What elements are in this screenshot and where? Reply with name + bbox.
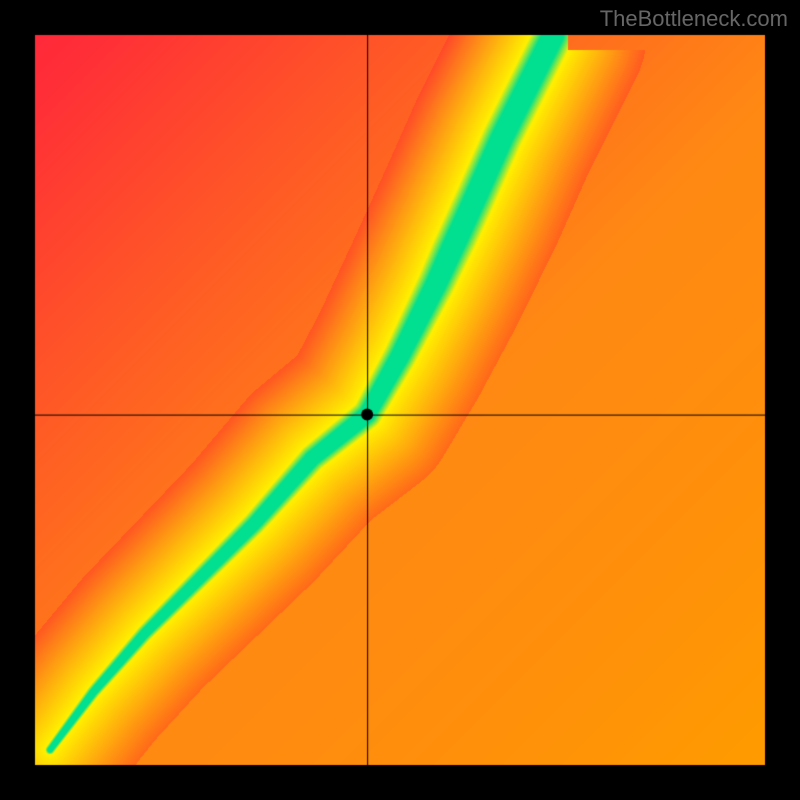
bottleneck-heatmap [0, 0, 800, 800]
watermark-text: TheBottleneck.com [600, 6, 788, 32]
